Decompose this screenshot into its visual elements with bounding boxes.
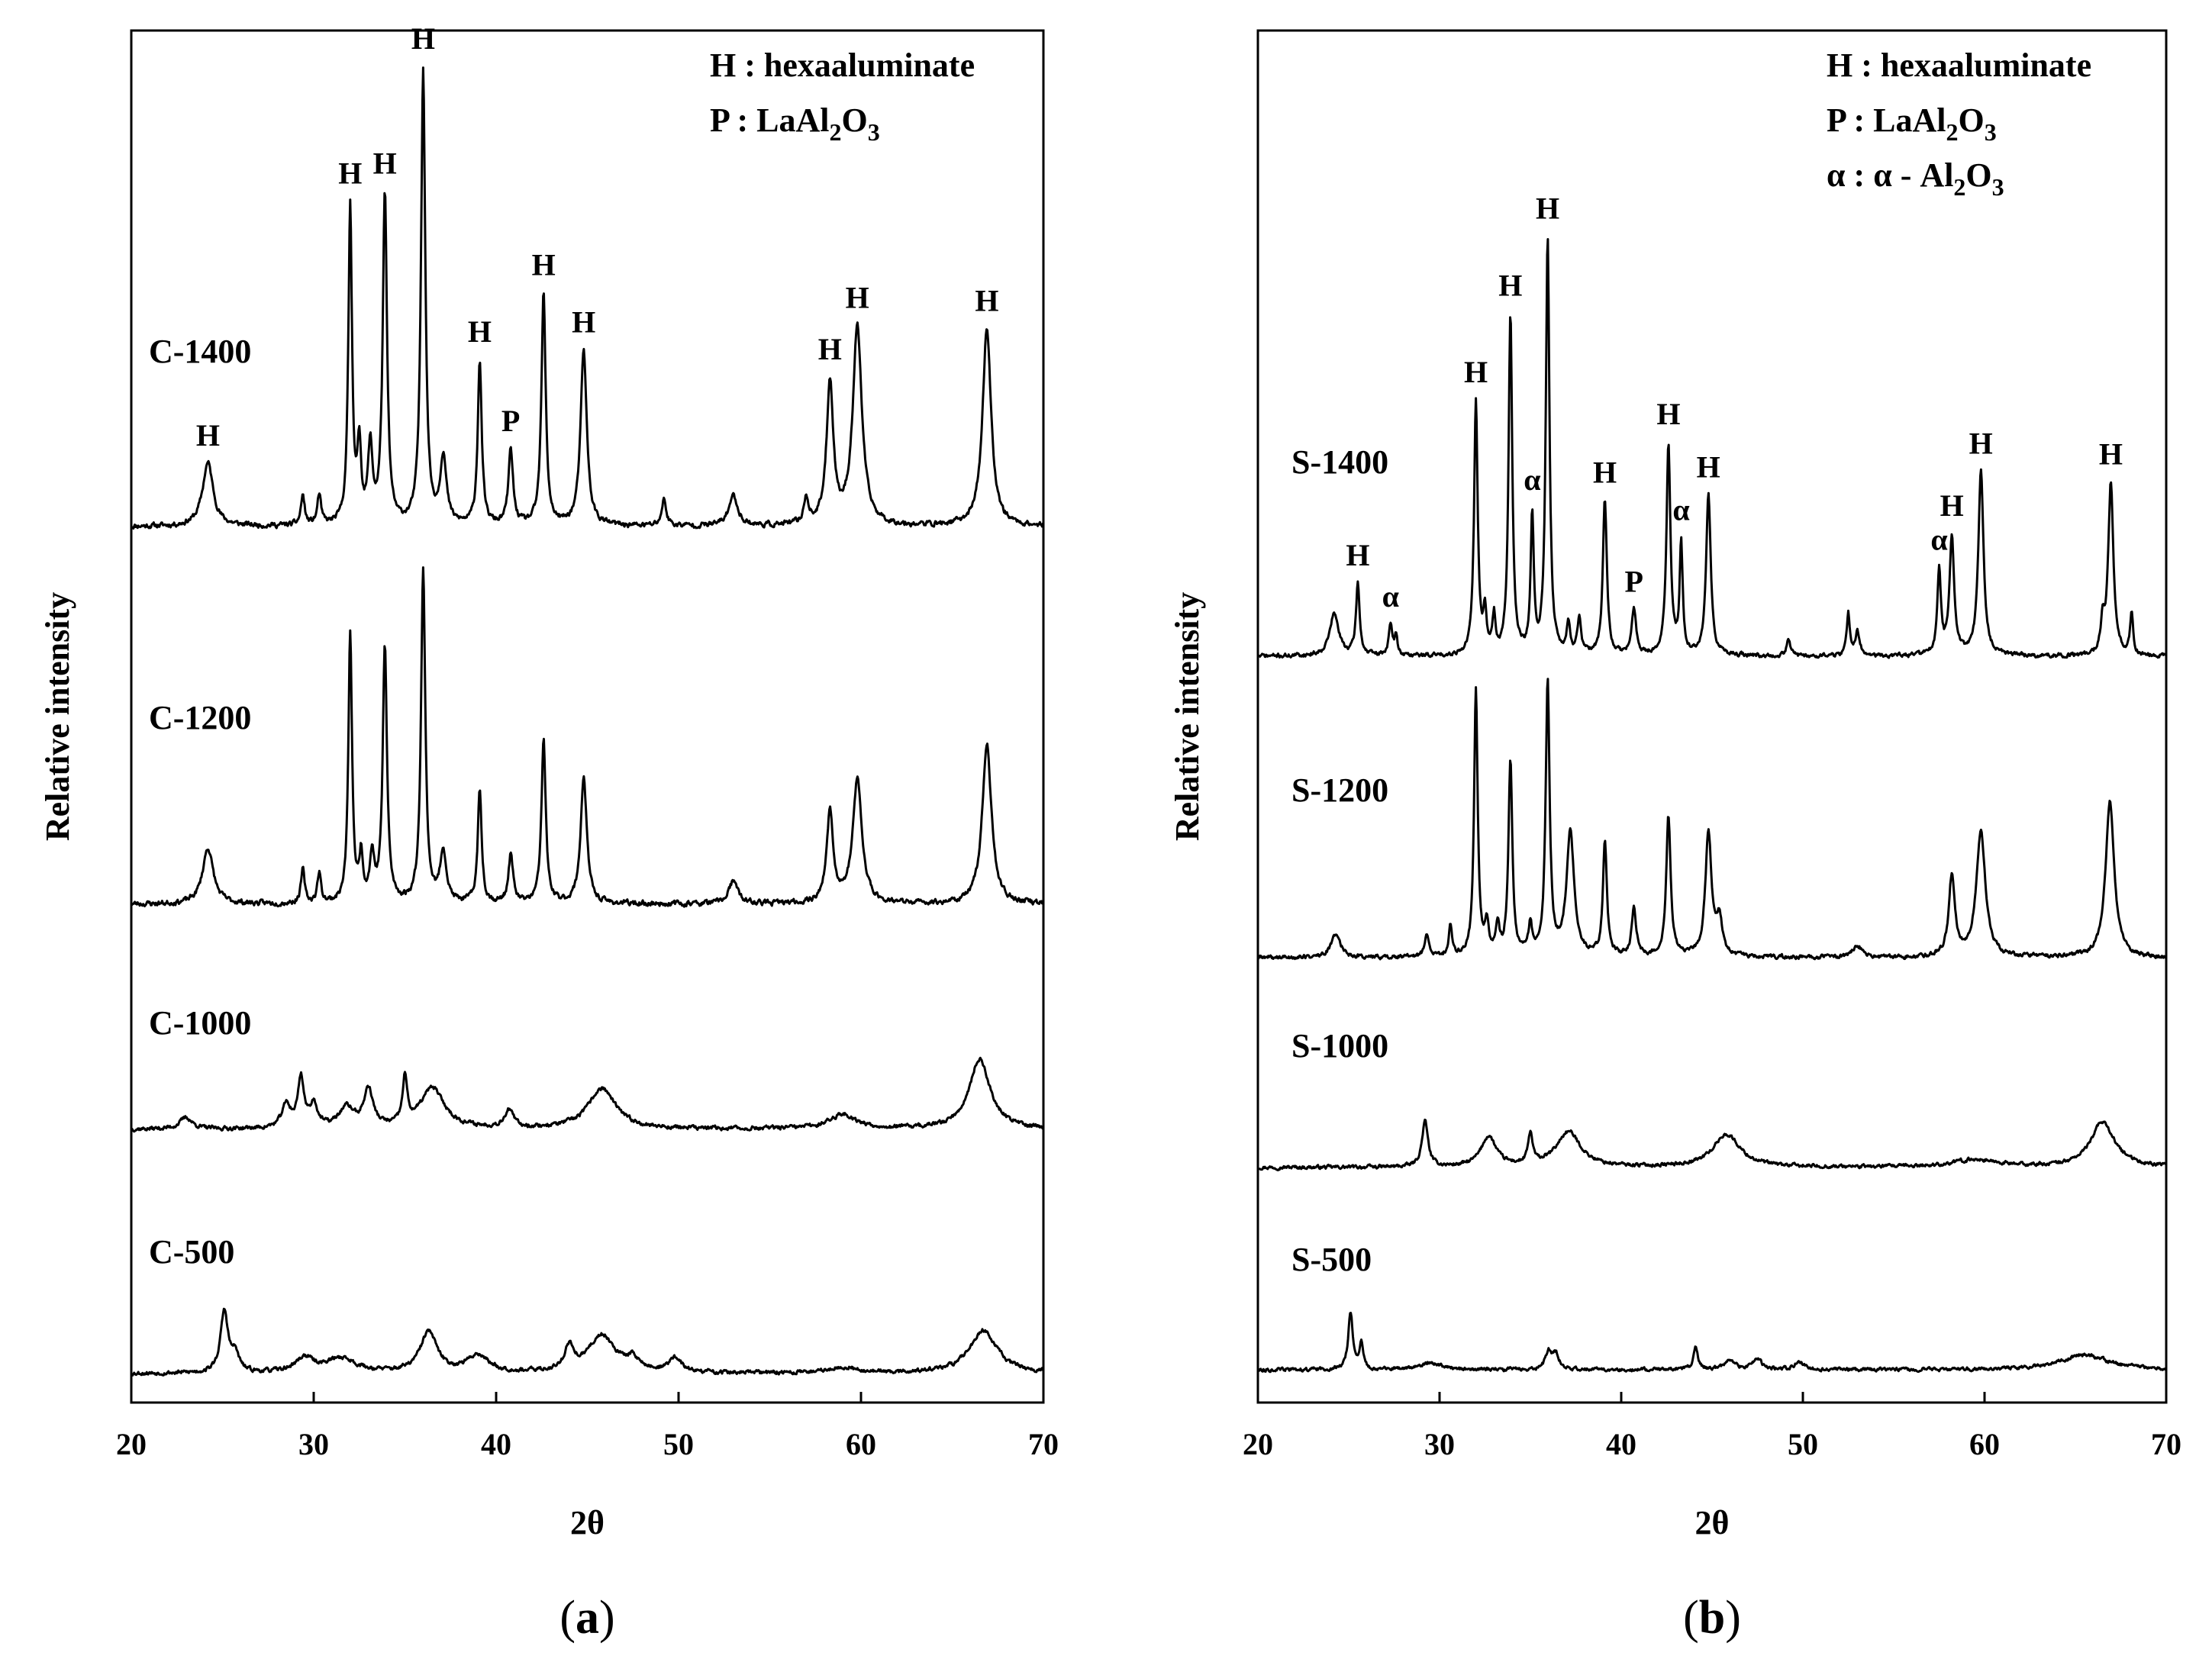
panel-a: 20 30 40 50 60 70 2θ Relative intensity (a) H : h…: [39, 21, 1059, 1644]
xrd-trace-S-1400: [1256, 238, 2168, 659]
series-label: C-500: [149, 1233, 234, 1271]
peak-label: H: [2099, 437, 2123, 472]
xrd-trace-C-500: [130, 1307, 1045, 1377]
x-tick-label: 30: [1424, 1427, 1455, 1461]
xrd-trace-C-1400: [131, 66, 1044, 530]
y-axis-title: Relative intensity: [39, 592, 76, 841]
peak-label: H: [1593, 455, 1617, 489]
x-axis-title: 2θ: [570, 1504, 605, 1541]
x-tick-label: 60: [1969, 1427, 2000, 1461]
series-label: C-1000: [149, 1004, 251, 1042]
peak-label: α: [1524, 462, 1540, 497]
peak-label: α: [1930, 522, 1947, 556]
plot-frame: [1256, 29, 2168, 1404]
x-tick-label: 70: [1028, 1427, 1059, 1461]
peak-label: P: [1624, 565, 1643, 599]
x-tick-label: 20: [1243, 1427, 1273, 1461]
x-tick-label: 50: [663, 1427, 694, 1461]
peak-label: H: [373, 147, 397, 181]
xrd-trace-S-500: [1257, 1312, 2168, 1374]
peak-label: H: [532, 248, 556, 282]
series-label: C-1400: [149, 333, 251, 370]
peak-label: H: [1656, 397, 1680, 431]
x-tick-label: 40: [1606, 1427, 1636, 1461]
peak-label: H: [468, 314, 492, 349]
plot-frame: [130, 29, 1045, 1404]
legend-entry: H : hexaaluminate: [1827, 47, 2091, 84]
peak-label: H: [1940, 488, 1964, 523]
x-axis-title: 2θ: [1695, 1504, 1730, 1541]
x-tick-label: 70: [2151, 1427, 2181, 1461]
x-tick-label: 50: [1788, 1427, 1818, 1461]
series-label: S-1400: [1291, 443, 1388, 481]
peak-label: H: [411, 21, 435, 56]
x-tick-label: 30: [298, 1427, 329, 1461]
y-axis-title: Relative intensity: [1169, 592, 1206, 841]
peak-label: H: [1498, 269, 1522, 303]
peak-label: H: [1464, 355, 1488, 389]
peak-label: H: [1969, 426, 1993, 460]
peak-label: H: [572, 305, 595, 340]
peak-label: H: [846, 281, 869, 315]
peak-label: H: [975, 284, 998, 318]
peak-label: H: [1536, 191, 1559, 225]
panel-b: 20 30 40 50 60 70 2θ Relative intensity (b) H : h…: [1169, 29, 2181, 1644]
series-label: S-500: [1291, 1241, 1372, 1278]
xrd-trace-S-1000: [1256, 1118, 2168, 1171]
peak-label: P: [501, 404, 520, 438]
peak-label: H: [1346, 538, 1369, 572]
xrd-trace-S-1200: [1257, 678, 2168, 961]
peak-label: H: [1697, 449, 1720, 484]
panel-label: (b): [1683, 1592, 1741, 1644]
legend-entry: α : α - Al2O3: [1827, 156, 2004, 201]
peak-label: H: [196, 418, 220, 453]
panel-label: (a): [559, 1592, 614, 1644]
peak-label: H: [818, 332, 842, 366]
xrd-trace-C-1200: [131, 566, 1044, 908]
series-label: C-1200: [149, 699, 251, 736]
x-tick-label: 40: [481, 1427, 511, 1461]
legend-entry: P : LaAl2O3: [710, 101, 880, 146]
xrd-trace-C-1000: [130, 1056, 1045, 1133]
legend-entry: P : LaAl2O3: [1827, 101, 1997, 146]
peak-label: α: [1382, 579, 1399, 614]
peak-label: H: [338, 156, 362, 190]
series-label: S-1000: [1291, 1027, 1388, 1065]
legend-entry: H : hexaaluminate: [710, 47, 975, 84]
x-tick-label: 20: [116, 1427, 147, 1461]
peak-label: α: [1672, 493, 1689, 527]
series-label: S-1200: [1291, 771, 1388, 809]
x-tick-label: 60: [846, 1427, 876, 1461]
